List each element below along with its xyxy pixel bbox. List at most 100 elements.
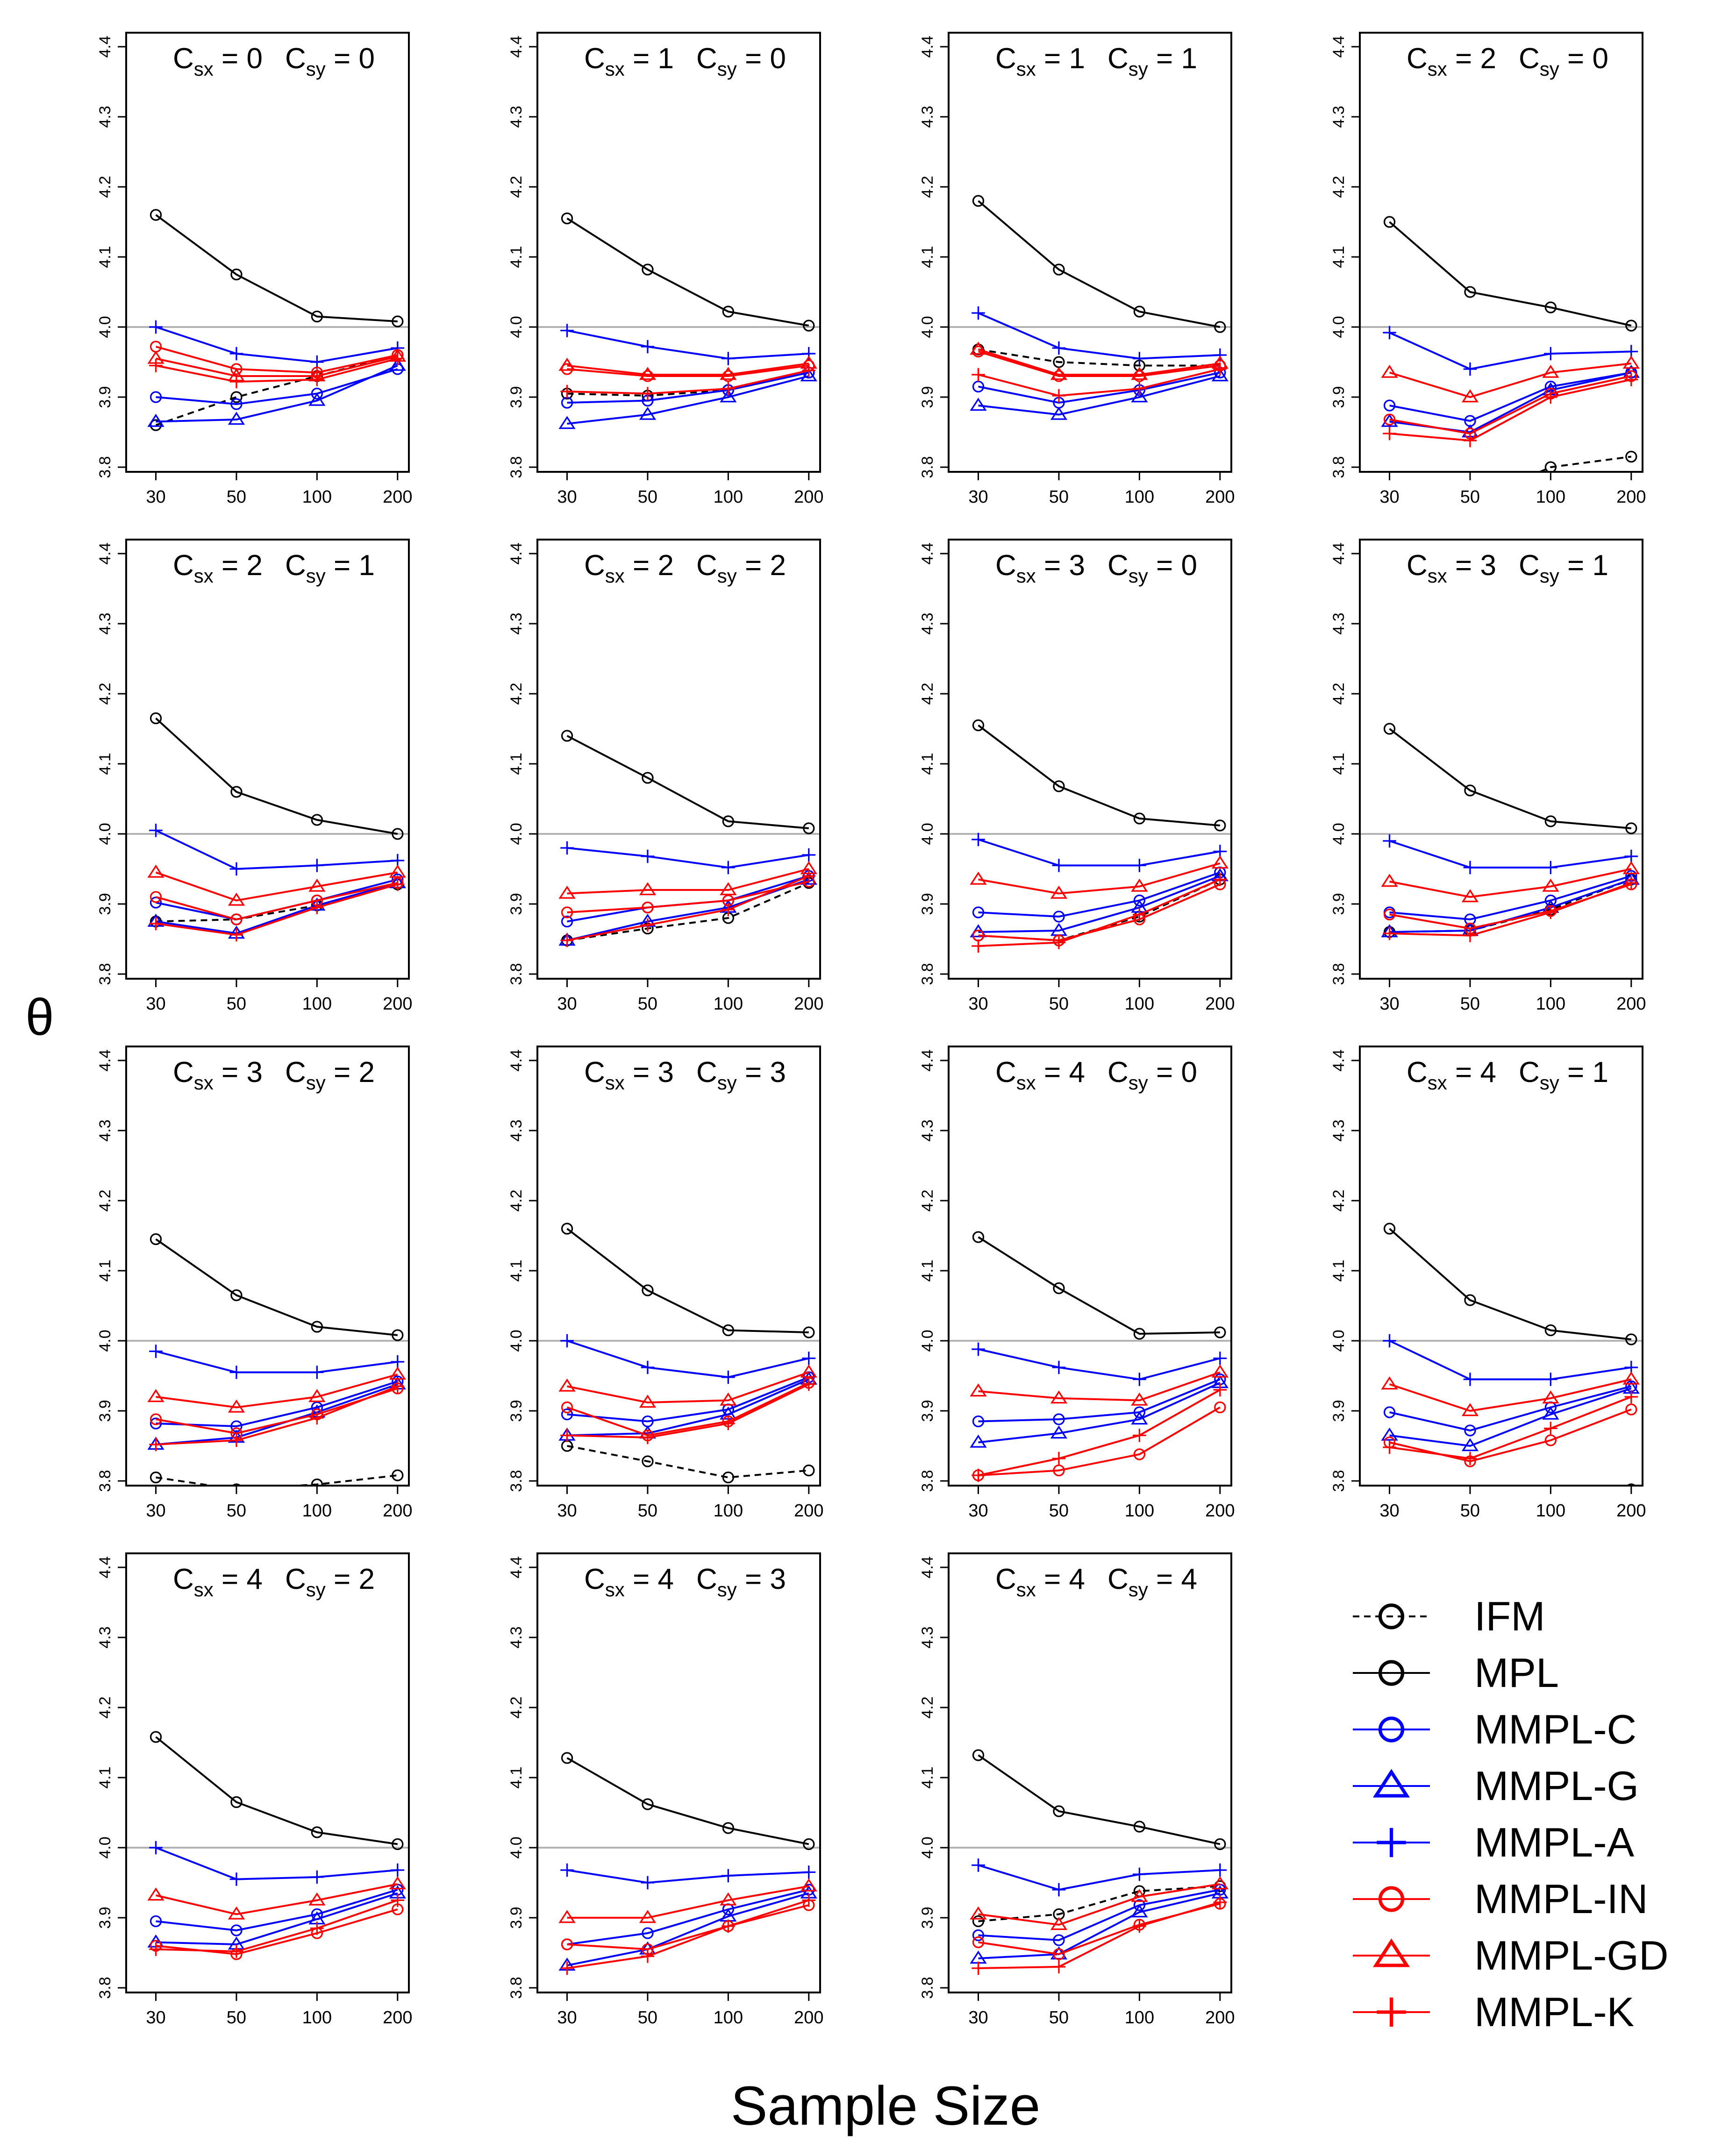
series-line-mmpl-k	[156, 1385, 398, 1445]
x-tick-label: 100	[1536, 487, 1565, 507]
point-mpl	[1464, 286, 1476, 298]
y-tick-label: 3.9	[96, 1907, 114, 1928]
series-line-mmpl-gd	[567, 1371, 809, 1404]
point-mmpl-a	[391, 1355, 405, 1369]
point-mmpl-a	[722, 861, 735, 875]
panel-title: Csx = 4	[173, 1563, 263, 1601]
series-line-mpl	[155, 214, 398, 322]
point-mmpl-gd	[970, 871, 987, 885]
panel-csx-value: 2	[246, 549, 262, 582]
y-tick-label: 3.8	[507, 456, 525, 478]
point-mmpl-gd	[1622, 1371, 1640, 1385]
panel: 3.8 3.9 4.0 4.1 4.2 4.3 4.4 30 50 100 200 Csx = 2 Cs…	[96, 539, 413, 1014]
y-axis-label: θ	[25, 989, 54, 1046]
panel-csy-value: 1	[358, 549, 374, 582]
y-tick-label: 4.3	[507, 1626, 525, 1648]
y-tick-label: 4.4	[919, 1049, 936, 1071]
point-mpl	[1383, 216, 1396, 228]
series-line-mmpl-gd	[978, 1371, 1221, 1402]
panel-csy-value: 2	[358, 1563, 374, 1595]
series-line-mmpl-in	[1389, 375, 1632, 435]
point-mmpl-in	[1544, 1434, 1557, 1446]
y-tick-label: 4.3	[507, 612, 525, 634]
x-tick-label: 30	[557, 487, 577, 507]
point-mmpl-k	[229, 1433, 243, 1447]
point-mmpl-gd	[1050, 1917, 1068, 1930]
point-ifm	[803, 1464, 815, 1477]
panel-csy-value: 3	[770, 1563, 786, 1595]
series-line-mmpl-g	[156, 364, 398, 423]
panel-csy-value: 1	[1592, 1056, 1608, 1089]
y-tick-label: 4.4	[507, 36, 525, 57]
panel-title: Csx = 4	[1407, 1056, 1496, 1094]
x-tick-label: 30	[968, 2008, 988, 2028]
point-mmpl-gd	[800, 1364, 817, 1378]
point-mpl	[1214, 1838, 1226, 1850]
point-mmpl-gd	[1542, 1390, 1559, 1404]
series-line-mmpl-k	[1389, 882, 1632, 937]
point-mmpl-gd	[558, 1910, 576, 1923]
y-tick-label: 3.8	[919, 1977, 936, 1999]
panel-frame	[948, 1552, 1232, 1993]
series-group	[147, 1233, 406, 1486]
point-mmpl-a	[802, 1352, 816, 1365]
series-line-mpl	[566, 217, 809, 327]
series-line-mmpl-c	[567, 371, 809, 404]
y-tick-label: 4.3	[507, 1119, 525, 1141]
point-mmpl-g	[720, 389, 737, 403]
series-line-mmpl-in	[978, 350, 1221, 377]
panel-csx-value: 3	[1480, 549, 1496, 582]
point-ifm	[1544, 461, 1557, 472]
point-mmpl-k	[1624, 373, 1638, 386]
series-line-mmpl-gd	[1389, 868, 1632, 898]
point-mmpl-k	[972, 1961, 985, 1975]
y-tick-label: 3.9	[919, 893, 936, 915]
series-line-mmpl-in	[567, 881, 809, 913]
point-mmpl-in	[561, 1401, 573, 1414]
point-mpl	[1133, 812, 1146, 825]
point-mmpl-gd	[639, 367, 657, 380]
y-tick-label: 4.0	[1330, 823, 1348, 845]
x-tick-label: 30	[146, 487, 165, 507]
panel-title-csy: Csy = 1	[1519, 1056, 1608, 1094]
panel-csy-value: 0	[1181, 549, 1197, 582]
panel-title: Csx = 4	[584, 1563, 674, 1601]
point-ifm	[1627, 1483, 1636, 1486]
series-line-mpl	[978, 1754, 1221, 1845]
point-mpl	[972, 1749, 985, 1761]
y-tick-label: 3.9	[96, 1400, 114, 1422]
point-mpl	[722, 1822, 735, 1834]
x-tick-label: 100	[302, 1501, 332, 1521]
point-mmpl-k	[972, 939, 985, 953]
y-tick-label: 4.3	[919, 612, 936, 634]
legend-label: MMPL-K	[1474, 1989, 1634, 2035]
point-mpl	[642, 1284, 654, 1296]
point-ifm	[722, 1471, 735, 1484]
point-mmpl-k	[641, 387, 655, 400]
point-mmpl-k	[1133, 382, 1146, 396]
point-mmpl-k	[802, 363, 816, 377]
x-tick-label: 100	[1536, 1501, 1565, 1521]
x-tick-label: 100	[1125, 487, 1154, 507]
point-mmpl-a	[1133, 859, 1146, 872]
x-tick-label: 100	[1125, 994, 1154, 1014]
point-mmpl-k	[310, 901, 324, 914]
series-line-mmpl-k	[978, 878, 1221, 947]
panel-csx-value: 4	[1069, 1563, 1085, 1595]
series-group	[970, 1231, 1229, 1482]
y-tick-label: 4.2	[919, 1189, 936, 1211]
y-tick-label: 4.1	[507, 753, 525, 775]
x-tick-label: 200	[794, 994, 823, 1014]
point-mmpl-gd	[639, 1395, 657, 1408]
point-mpl	[803, 822, 815, 834]
point-mmpl-k	[310, 373, 324, 386]
panel-frame	[125, 539, 410, 980]
panel-title-csy: Csy = 2	[285, 1056, 375, 1094]
x-tick-label: 100	[1125, 1501, 1154, 1521]
x-tick-label: 100	[302, 487, 332, 507]
y-tick-label: 4.1	[1330, 753, 1348, 775]
x-tick-label: 200	[1205, 487, 1235, 507]
point-mmpl-gd	[1211, 1876, 1229, 1890]
y-tick-label: 4.3	[96, 1119, 114, 1141]
